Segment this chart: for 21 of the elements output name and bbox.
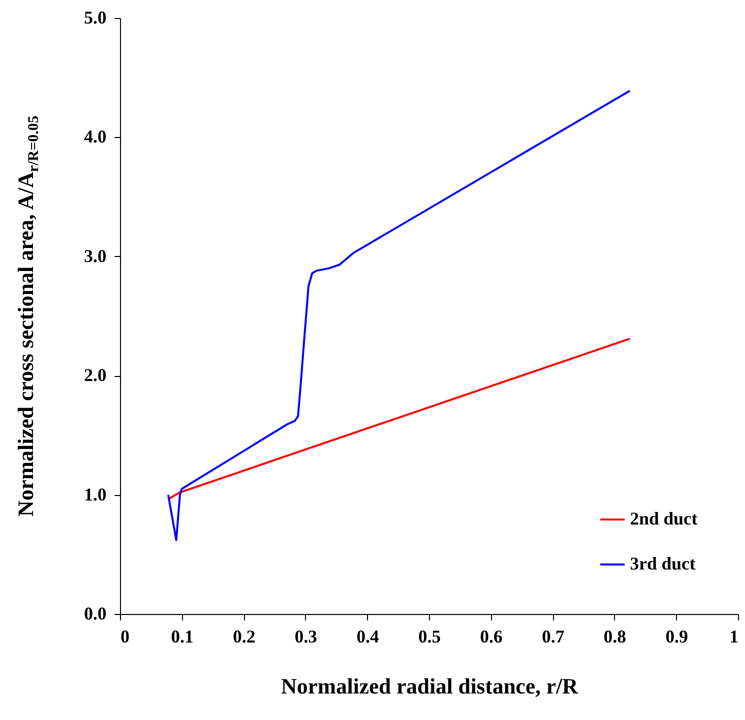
x-tick-label: 0.7	[542, 626, 564, 646]
y-tick-label: 3.0	[84, 246, 106, 266]
x-tick-label: 0.3	[294, 626, 318, 646]
x-tick-label: 0.8	[604, 626, 626, 646]
y-tick-label: 5.0	[84, 8, 106, 28]
x-tick-label: 0.1	[171, 626, 194, 646]
x-tick-label: 0.9	[665, 626, 688, 646]
y-tick-label: 0.0	[84, 604, 106, 624]
x-tick-label: 0.5	[418, 626, 441, 646]
y-tick-label: 4.0	[84, 126, 106, 147]
x-tick-label: 0.2	[232, 626, 256, 646]
y-tick-label: 2.0	[84, 365, 106, 386]
x-tick-label: 1	[730, 626, 738, 646]
x-axis-title: Normalized radial distance, r/R	[281, 674, 580, 698]
legend-label: 2nd duct	[630, 508, 698, 528]
legend-label: 3rd duct	[630, 554, 696, 574]
x-tick-label: 0.4	[356, 626, 379, 646]
x-tick-label: 0	[120, 626, 130, 646]
y-tick-label: 1.0	[84, 484, 106, 504]
x-tick-label: 0.6	[480, 626, 503, 646]
line-series	[167, 90, 631, 542]
